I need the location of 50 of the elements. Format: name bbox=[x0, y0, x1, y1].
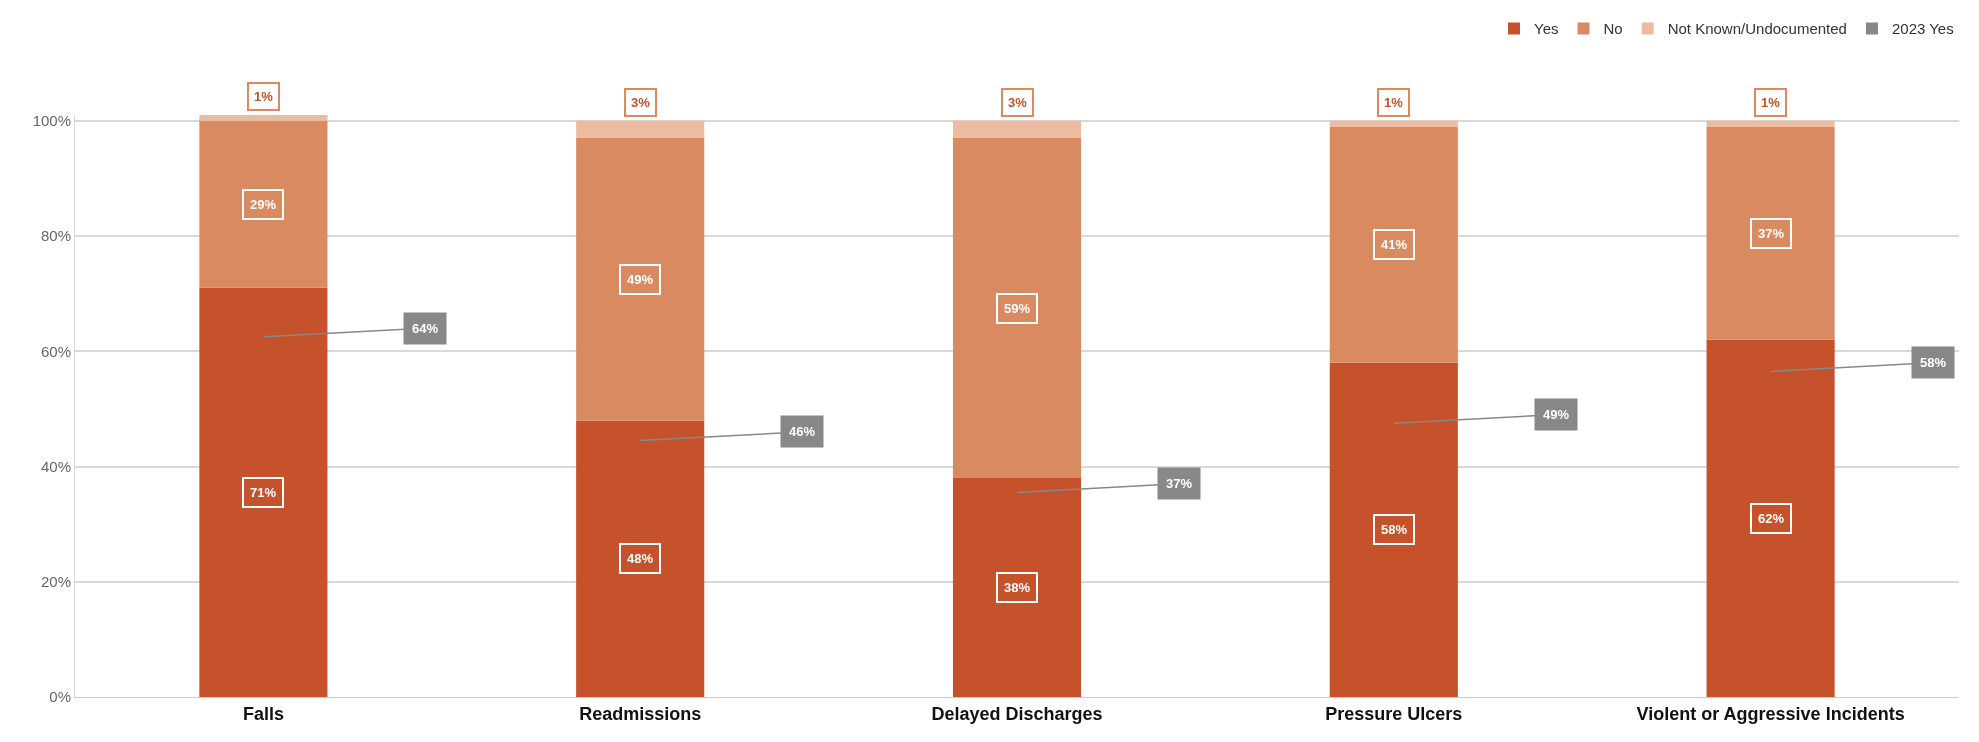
y-tick-label: 0% bbox=[49, 688, 71, 706]
data-label: 64% bbox=[412, 321, 439, 336]
bar bbox=[1706, 339, 1835, 697]
data-label: 48% bbox=[627, 551, 654, 566]
bar bbox=[1706, 126, 1835, 340]
legend-label: 2023 Yes bbox=[1891, 20, 1954, 38]
bar bbox=[1329, 362, 1458, 697]
bar bbox=[952, 138, 1082, 479]
data-label: 71% bbox=[250, 485, 277, 500]
data-label: 49% bbox=[1543, 407, 1570, 422]
bar bbox=[952, 120, 1082, 139]
data-label: 49% bbox=[627, 272, 654, 287]
legend-label: Not Known/Undocumented bbox=[1667, 20, 1847, 38]
y-tick-label: 100% bbox=[32, 112, 71, 130]
data-label: 38% bbox=[1004, 580, 1031, 595]
bar bbox=[199, 115, 328, 121]
legend-label: No bbox=[1603, 20, 1623, 38]
data-label: 41% bbox=[1381, 237, 1408, 252]
data-label: 1% bbox=[1384, 95, 1404, 110]
legend-label: Yes bbox=[1534, 20, 1559, 38]
y-tick-label: 80% bbox=[40, 227, 71, 245]
bar bbox=[1706, 120, 1835, 127]
bar bbox=[576, 420, 705, 697]
bar bbox=[1329, 126, 1458, 363]
y-tick-label: 20% bbox=[40, 573, 71, 590]
bar bbox=[199, 287, 328, 697]
x-tick-label: Delayed Discharges bbox=[931, 703, 1103, 724]
data-label: 29% bbox=[250, 197, 277, 212]
x-tick-label: Readmissions bbox=[579, 703, 702, 724]
y-tick-label: 40% bbox=[40, 457, 71, 475]
bar bbox=[576, 138, 705, 421]
data-label: 37% bbox=[1166, 476, 1193, 491]
x-tick-label: Pressure Ulcers bbox=[1325, 703, 1463, 724]
bar bbox=[199, 120, 328, 288]
data-label: 3% bbox=[1008, 95, 1028, 110]
data-label: 1% bbox=[254, 89, 274, 104]
x-tick-label: Violent or Aggressive Incidents bbox=[1636, 703, 1905, 724]
data-label: 58% bbox=[1920, 355, 1947, 370]
bar bbox=[576, 120, 705, 139]
data-label: 37% bbox=[1758, 226, 1785, 241]
data-label: 62% bbox=[1758, 511, 1785, 526]
bar bbox=[1329, 120, 1458, 127]
data-label: 3% bbox=[631, 95, 651, 110]
x-tick-label: Falls bbox=[242, 703, 284, 724]
data-label: 58% bbox=[1381, 522, 1408, 537]
data-label: 1% bbox=[1761, 95, 1781, 110]
data-label: 46% bbox=[789, 424, 816, 439]
data-label: 59% bbox=[1004, 301, 1031, 316]
bar bbox=[952, 478, 1082, 697]
y-tick-label: 60% bbox=[40, 342, 71, 360]
